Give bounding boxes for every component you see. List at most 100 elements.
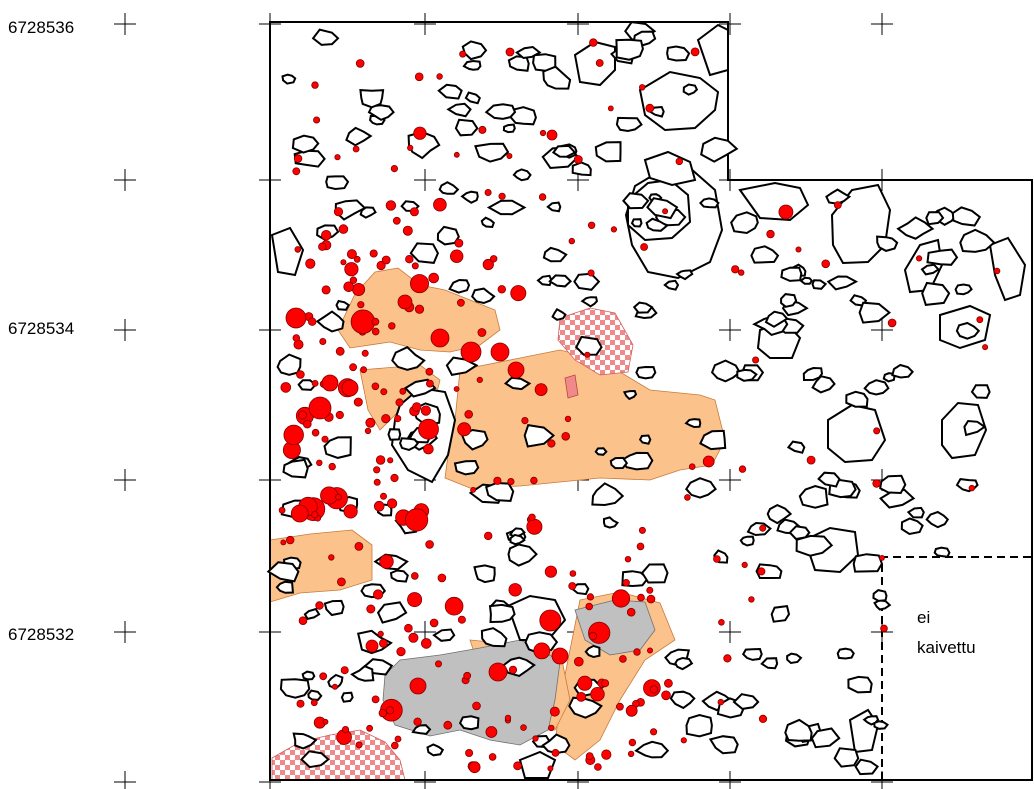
find-dot [296, 370, 305, 379]
find-dot [387, 457, 394, 464]
stone [635, 365, 657, 380]
find-dot [390, 165, 398, 173]
find-dot [341, 725, 350, 734]
stone [541, 733, 571, 755]
stone [276, 353, 302, 376]
find-dot [544, 565, 558, 578]
find-dot [340, 666, 349, 675]
stone [634, 740, 670, 759]
find-dot [504, 714, 512, 722]
stone [266, 561, 300, 583]
find-dot [568, 582, 577, 591]
stone [426, 743, 445, 757]
find-dot [588, 631, 597, 641]
find-dot [302, 419, 312, 429]
find-dot [507, 361, 525, 379]
stone [786, 652, 803, 665]
stone [502, 123, 516, 134]
stone [473, 564, 496, 584]
stone [906, 506, 925, 519]
stone [568, 696, 603, 719]
find-dot [320, 486, 339, 505]
find-dot [319, 672, 328, 681]
find-dot [564, 415, 572, 423]
find-dot [488, 753, 497, 761]
stone [622, 389, 638, 401]
stone [536, 274, 553, 287]
stone [802, 366, 824, 382]
find-dot [459, 50, 467, 58]
stone [409, 242, 440, 264]
find-dot [396, 646, 406, 657]
find-dot [399, 387, 407, 395]
find-dot [313, 116, 321, 124]
stone [594, 447, 608, 456]
stone [454, 118, 479, 137]
find-dot [457, 615, 466, 624]
stone [551, 144, 577, 158]
stone [920, 263, 940, 276]
find-dot [411, 262, 419, 270]
find-dot [766, 229, 775, 239]
find-dot [321, 374, 339, 392]
find-dot [404, 623, 413, 633]
stone [741, 647, 763, 661]
find-dot [385, 200, 397, 211]
find-dot [590, 687, 605, 702]
stone [387, 428, 402, 441]
find-dot [355, 741, 363, 749]
stone [921, 281, 951, 306]
stone [646, 197, 679, 220]
find-dot [425, 379, 434, 388]
find-dot [624, 556, 632, 563]
stone [503, 376, 532, 391]
find-dot [646, 594, 656, 604]
find-dot [585, 602, 593, 611]
find-dot [283, 424, 304, 446]
find-dot [484, 188, 492, 196]
stone [710, 359, 742, 383]
find-dot [465, 749, 474, 758]
stone [700, 136, 739, 163]
find-dot [322, 718, 329, 725]
stone [684, 418, 702, 429]
stone [732, 693, 760, 710]
find-dot [976, 316, 984, 324]
find-dot [412, 402, 422, 412]
find-dot [335, 346, 345, 356]
stone [301, 670, 316, 681]
find-dot [392, 216, 401, 225]
stone [548, 274, 573, 288]
stone [279, 678, 311, 699]
find-dot [460, 341, 482, 363]
find-dot [611, 589, 631, 608]
find-dot [407, 144, 414, 151]
find-dot [636, 542, 645, 551]
find-dot [640, 243, 648, 251]
find-dot [308, 317, 317, 326]
stone [480, 627, 508, 648]
find-dot [684, 494, 691, 501]
stone [399, 437, 420, 451]
find-dot [982, 344, 989, 351]
stone [297, 379, 318, 391]
find-dot [437, 573, 447, 583]
stone [488, 603, 516, 624]
stone [674, 656, 694, 671]
find-dot [573, 155, 583, 164]
find-dot [343, 281, 355, 293]
find-dot [610, 226, 618, 233]
stone [876, 235, 899, 252]
find-dot [321, 285, 331, 295]
stone [359, 89, 385, 109]
find-dot [833, 201, 842, 210]
find-dot [622, 579, 630, 587]
find-dot [690, 47, 700, 57]
stone [873, 720, 889, 730]
find-dot [752, 356, 760, 364]
find-dot [778, 204, 794, 220]
find-dot [548, 724, 555, 732]
stone [507, 543, 538, 567]
stone [458, 715, 480, 731]
find-dot [731, 265, 740, 274]
